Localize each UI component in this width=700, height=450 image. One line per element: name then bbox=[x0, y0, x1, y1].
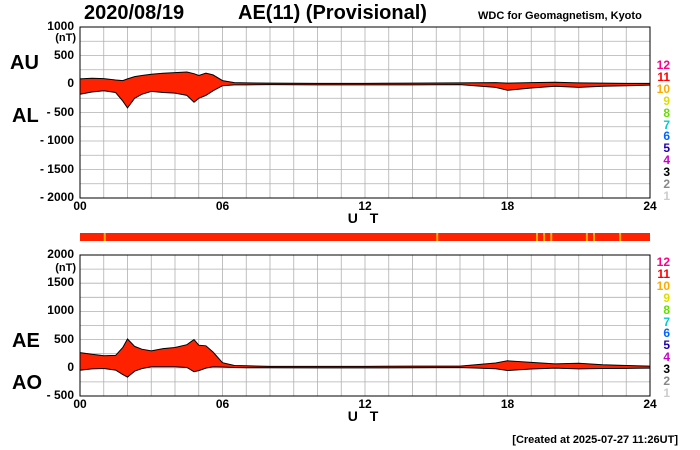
x-tick-label: 12 bbox=[358, 199, 372, 213]
legend-level-4: 4 bbox=[663, 350, 670, 365]
plot-frame bbox=[79, 26, 651, 199]
series-line-ao bbox=[79, 366, 651, 378]
y-tick-label: - 2000 bbox=[39, 190, 74, 204]
y-tick-label: - 1500 bbox=[39, 161, 74, 176]
plot-frame bbox=[79, 254, 651, 397]
activity-bar-mark bbox=[585, 233, 588, 241]
panel1-unit: (nT) bbox=[55, 32, 76, 44]
activity-bar bbox=[80, 233, 650, 241]
date-title: 2020/08/19 bbox=[84, 2, 185, 24]
legend-level-9: 9 bbox=[663, 290, 670, 305]
x-axis-label: U T bbox=[347, 210, 383, 226]
legend-level-8: 8 bbox=[663, 105, 670, 120]
created-timestamp: [Created at 2025-07-27 11:26UT] bbox=[512, 434, 678, 446]
legend-level-4: 4 bbox=[663, 153, 670, 168]
legend-level-10: 10 bbox=[656, 81, 670, 96]
legend-level-6: 6 bbox=[663, 326, 670, 341]
legend-level-11: 11 bbox=[657, 266, 670, 281]
x-axis-label: U T bbox=[347, 408, 383, 424]
x-tick-label: 18 bbox=[500, 397, 515, 411]
y-tick-label: 2000 bbox=[47, 247, 74, 261]
legend-level-2: 2 bbox=[663, 374, 670, 388]
x-tick-label: 24 bbox=[643, 397, 657, 411]
activity-bar-mark bbox=[593, 233, 595, 241]
x-tick-label: 06 bbox=[215, 397, 230, 411]
legend-level-8: 8 bbox=[663, 302, 670, 317]
y-tick-label: 0 bbox=[67, 76, 74, 90]
y-tick-label: - 500 bbox=[46, 388, 74, 402]
al-label: AL bbox=[12, 105, 39, 127]
y-tick-label: 500 bbox=[53, 331, 74, 346]
legend-level-12: 12 bbox=[656, 255, 670, 269]
y-tick-label: 1500 bbox=[47, 275, 74, 290]
legend-level-10: 10 bbox=[656, 278, 670, 293]
x-tick-label: 24 bbox=[643, 199, 657, 213]
series-line-au bbox=[79, 71, 650, 84]
y-tick-label: 1000 bbox=[47, 303, 74, 318]
au-label: AU bbox=[10, 52, 39, 74]
y-tick-label: 0 bbox=[67, 359, 74, 374]
legend-level-6: 6 bbox=[663, 129, 670, 144]
legend-level-2: 2 bbox=[663, 177, 670, 191]
index-title: AE(11) (Provisional) bbox=[238, 2, 427, 24]
series-line-al bbox=[79, 84, 651, 109]
activity-bar-mark bbox=[536, 233, 538, 241]
legend-level-1: 1 bbox=[663, 188, 670, 203]
legend-level-9: 9 bbox=[663, 93, 670, 108]
legend-level-1: 1 bbox=[663, 385, 670, 400]
legend-level-7: 7 bbox=[663, 314, 670, 329]
x-tick-label: 00 bbox=[73, 397, 87, 411]
series-line-ae bbox=[79, 338, 651, 367]
legend-level-12: 12 bbox=[656, 58, 670, 72]
activity-bar-mark bbox=[436, 233, 439, 241]
y-tick-label: - 1000 bbox=[39, 133, 74, 147]
activity-bar-mark bbox=[543, 233, 546, 241]
legend-level-5: 5 bbox=[663, 338, 670, 353]
x-tick-label: 18 bbox=[500, 199, 515, 213]
x-tick-label: 06 bbox=[215, 199, 230, 213]
y-tick-label: 1000 bbox=[47, 19, 74, 33]
area-fill-1 bbox=[80, 339, 650, 378]
activity-bar-mark bbox=[103, 233, 106, 241]
organization-label: WDC for Geomagnetism, Kyoto bbox=[478, 10, 642, 22]
panel2-unit: (nT) bbox=[55, 262, 76, 274]
ao-label: AO bbox=[12, 372, 42, 394]
legend-level-5: 5 bbox=[663, 141, 670, 156]
activity-bar-mark bbox=[550, 233, 553, 241]
ae-label: AE bbox=[12, 330, 40, 352]
legend-level-3: 3 bbox=[663, 362, 670, 377]
legend-level-3: 3 bbox=[663, 165, 670, 180]
x-tick-label: 00 bbox=[73, 199, 87, 213]
x-tick-label: 12 bbox=[358, 397, 372, 411]
y-tick-label: - 500 bbox=[46, 104, 74, 119]
y-tick-label: 500 bbox=[53, 47, 74, 62]
legend-level-11: 11 bbox=[657, 69, 670, 84]
legend-level-7: 7 bbox=[663, 117, 670, 132]
activity-bar-mark bbox=[619, 233, 622, 241]
